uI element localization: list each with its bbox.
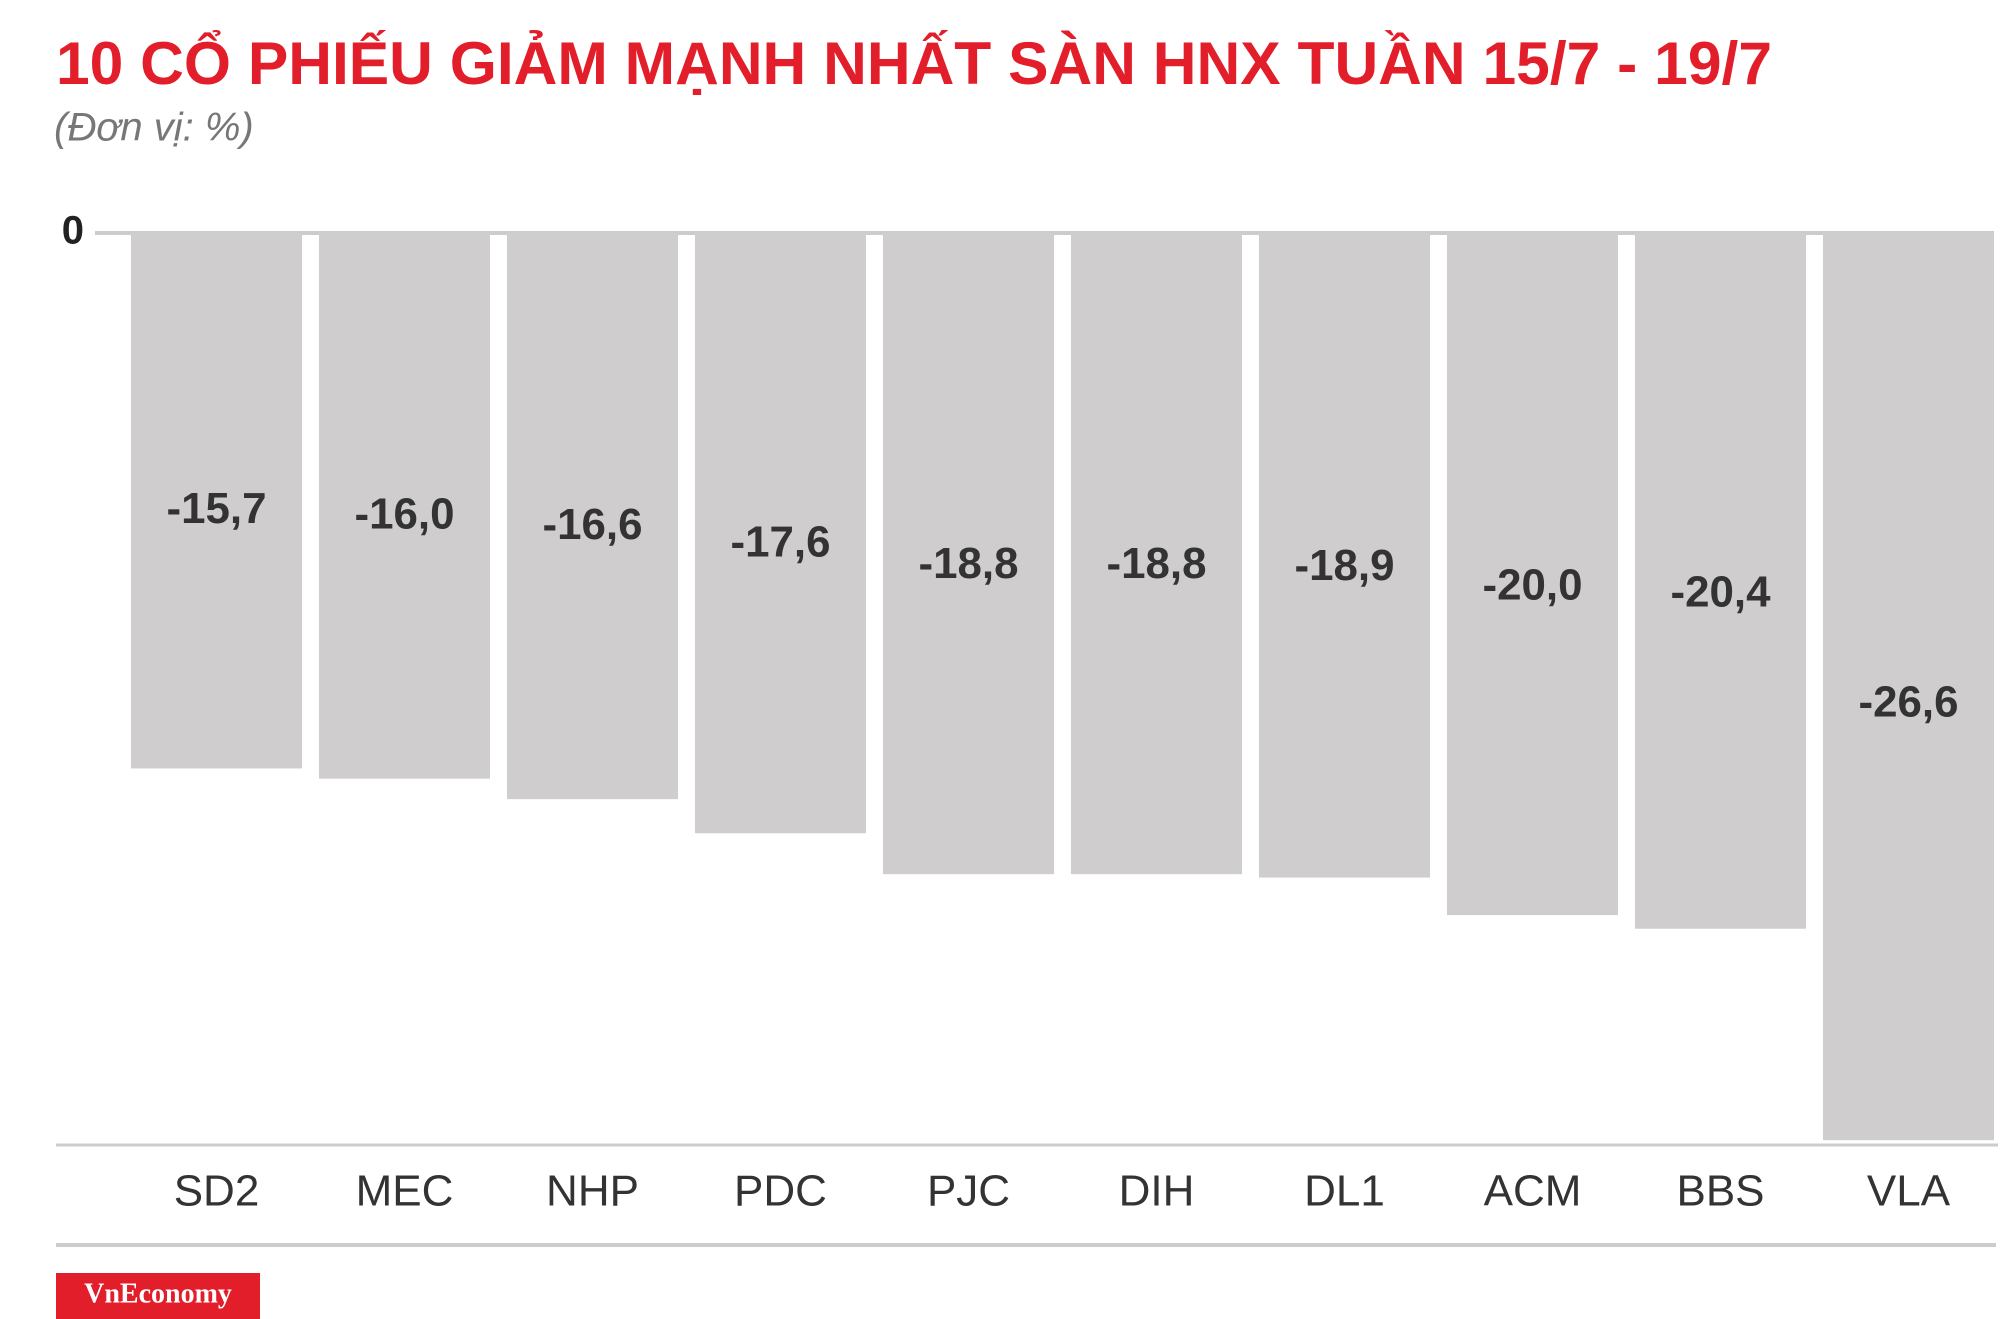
x-tick-label: DL1: [1304, 1167, 1385, 1216]
value-label: -26,6: [1859, 677, 1959, 726]
x-tick-label: VLA: [1867, 1167, 1951, 1216]
chart-subtitle: (Đơn vị: %): [54, 106, 254, 150]
x-tick-label: SD2: [174, 1167, 260, 1216]
x-tick-label: ACM: [1484, 1167, 1582, 1216]
value-label: -20,4: [1671, 567, 1772, 616]
x-tick-label: DIH: [1119, 1167, 1195, 1216]
chart-title: 10 CỔ PHIẾU GIẢM MẠNH NHẤT SÀN HNX TUẦN …: [56, 30, 1772, 97]
bar: [1635, 233, 1806, 929]
y-tick-label: 0: [62, 209, 84, 253]
x-tick-label: PJC: [927, 1167, 1010, 1216]
bar: [1447, 233, 1618, 916]
value-label: -17,6: [731, 518, 831, 567]
bar: [1259, 233, 1430, 878]
x-tick-label: BBS: [1676, 1167, 1764, 1216]
bar: [695, 233, 866, 834]
value-label: -18,9: [1295, 541, 1395, 590]
value-label: -16,6: [543, 500, 643, 549]
value-label: -20,0: [1483, 560, 1583, 609]
bar: [1071, 233, 1242, 875]
x-tick-label: NHP: [546, 1167, 639, 1216]
x-tick-label: PDC: [734, 1167, 827, 1216]
x-tick-label: MEC: [356, 1167, 454, 1216]
value-label: -18,8: [1107, 539, 1207, 588]
logo-box: [56, 1273, 260, 1319]
value-label: -18,8: [919, 539, 1019, 588]
bar: [319, 233, 490, 779]
value-label: -15,7: [167, 484, 267, 533]
bar: [131, 233, 302, 769]
logo: VnEconomy: [84, 1278, 232, 1309]
bar: [883, 233, 1054, 875]
value-label: -16,0: [355, 489, 455, 538]
bar: [1823, 233, 1994, 1141]
bar: [507, 233, 678, 800]
